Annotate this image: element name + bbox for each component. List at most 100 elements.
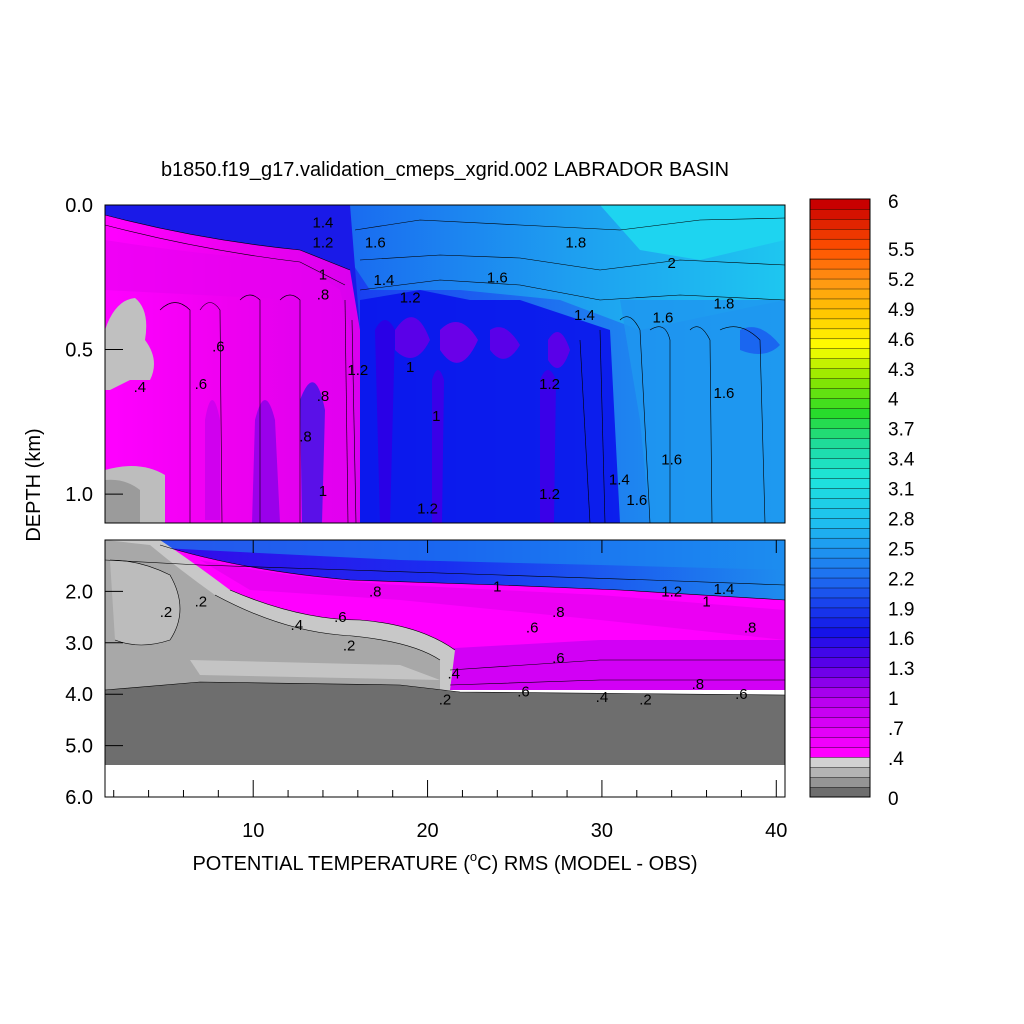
contour-label: .8 [369, 583, 382, 600]
contour-label: .8 [552, 604, 565, 621]
colorbar-segment [809, 428, 871, 439]
colorbar-segment [809, 756, 871, 768]
contour-label: 1.2 [313, 235, 334, 252]
contour-label: 1.2 [347, 362, 368, 379]
colorbar-tick-label: 4.9 [888, 300, 914, 321]
x-tick-label: 20 [416, 820, 438, 842]
contour-label: 1.6 [365, 235, 386, 252]
contour-label: .8 [299, 428, 312, 445]
colorbar: 6 5.5 5.2 4.9 4.6 4.3 4 3.7 3.4 3.1 2.8 2.5 2.2 1.9 1.… [809, 192, 915, 810]
colorbar-segment [809, 727, 871, 738]
colorbar-segment [809, 607, 871, 619]
contour-label: 1.2 [661, 583, 682, 600]
bottom-contour-lines [105, 544, 785, 696]
colorbar-segment [809, 457, 871, 469]
colorbar-tick-label: 0 [888, 789, 899, 810]
contour-label: .6 [195, 376, 208, 393]
contour-label: .6 [552, 650, 565, 667]
y-axis-label: DEPTH (km) [23, 428, 45, 541]
colorbar-tick-label: 4.3 [888, 360, 914, 381]
top-streak-2 [395, 317, 430, 358]
top-contour-lines [105, 214, 785, 523]
top-streak-3 [440, 322, 478, 363]
y-tick-label: 1.0 [65, 484, 93, 506]
colorbar-segment [809, 587, 871, 599]
bottom-purple-band [420, 640, 785, 690]
y-tick-label: 6.0 [65, 787, 93, 809]
colorbar-tick-label: 1.9 [888, 599, 914, 620]
colorbar-segment [809, 746, 871, 758]
contour-label: .8 [692, 676, 705, 693]
colorbar-tick-label: 4 [888, 390, 899, 411]
bottom-grey-patch [110, 560, 180, 645]
colorbar-segment [809, 378, 871, 389]
colorbar-segment [809, 358, 871, 369]
contour-label: 1.2 [417, 501, 438, 518]
colorbar-tick-label: 3.1 [888, 480, 914, 501]
colorbar-segment [809, 258, 871, 270]
contour-label: 1.4 [313, 214, 334, 231]
contour-label: .6 [334, 609, 347, 626]
contour-label: 1.6 [487, 269, 508, 286]
bottom-seafloor [105, 682, 785, 765]
top-purple-tongue-2 [300, 382, 325, 523]
colorbar-tick-label: 1.3 [888, 659, 914, 680]
x-axis-label: POTENTIAL TEMPERATURE (oC) RMS (MODEL - … [192, 849, 697, 875]
x-tick-label: 40 [765, 820, 787, 842]
colorbar-segment [809, 597, 871, 609]
bottom-magenta-band [200, 560, 785, 640]
colorbar-tick-label: 1.6 [888, 629, 914, 650]
top-right-blue-region [620, 300, 785, 523]
colorbar-segment [809, 687, 871, 698]
chart-title: b1850.f19_g17.validation_cmeps_xgrid.002… [161, 159, 729, 181]
contour-label: .6 [526, 619, 539, 636]
contour-label: .6 [735, 686, 748, 703]
colorbar-segment [809, 288, 871, 300]
colorbar-segment [809, 647, 871, 658]
contour-labels: 1.41.2 1.6 1.821 1.4 1.61.8.8 1.21.4 1.6.61.2 1… [134, 214, 757, 708]
bottom-grey-region [105, 540, 440, 690]
contour-label: 1.8 [714, 295, 735, 312]
y-tick-label: 2.0 [65, 581, 93, 603]
colorbar-segment [809, 218, 871, 230]
colorbar-segment [809, 667, 871, 678]
contour-label: 1.2 [539, 376, 560, 393]
top-streak-7 [540, 370, 556, 523]
colorbar-tick-label: 2.8 [888, 509, 914, 530]
contour-label: 1.6 [661, 451, 682, 468]
colorbar-segment [809, 737, 871, 748]
colorbar-segment [809, 418, 871, 429]
top-streak-5 [548, 332, 570, 368]
colorbar-segment [809, 786, 871, 798]
colorbar-segment [809, 507, 871, 519]
colorbar-segment [809, 308, 871, 320]
contour-label: .8 [744, 619, 757, 636]
colorbar-segment [809, 497, 871, 509]
colorbar-segment [809, 657, 871, 668]
bottom-top-cyan [105, 540, 785, 570]
bottom-panel-plot [105, 540, 785, 797]
colorbar-tick-label: 2.5 [888, 539, 914, 560]
colorbar-segment [809, 228, 871, 240]
colorbar-segment [809, 557, 871, 569]
x-tick-label: 10 [242, 820, 264, 842]
colorbar-segment [809, 487, 871, 499]
colorbar-tick-label: 3.4 [888, 450, 915, 471]
colorbar-segment [809, 617, 871, 629]
colorbar-segment [809, 388, 871, 399]
colorbar-tick-label: 4.6 [888, 330, 914, 351]
bottom-empty-area [105, 765, 785, 797]
colorbar-segment [809, 776, 871, 788]
colorbar-segment [809, 348, 871, 359]
contour-label: 1 [432, 408, 440, 425]
colorbar-tick-label: 3.7 [888, 420, 914, 441]
top-purple-tongue-1 [252, 400, 280, 523]
contour-label: .4 [134, 379, 147, 396]
contour-label: .6 [517, 684, 530, 701]
colorbar-segment [809, 278, 871, 290]
colorbar-segment [809, 717, 871, 728]
colorbar-segment [809, 677, 871, 688]
top-streak-1 [375, 320, 395, 523]
bottom-panel-frame [104, 539, 786, 798]
